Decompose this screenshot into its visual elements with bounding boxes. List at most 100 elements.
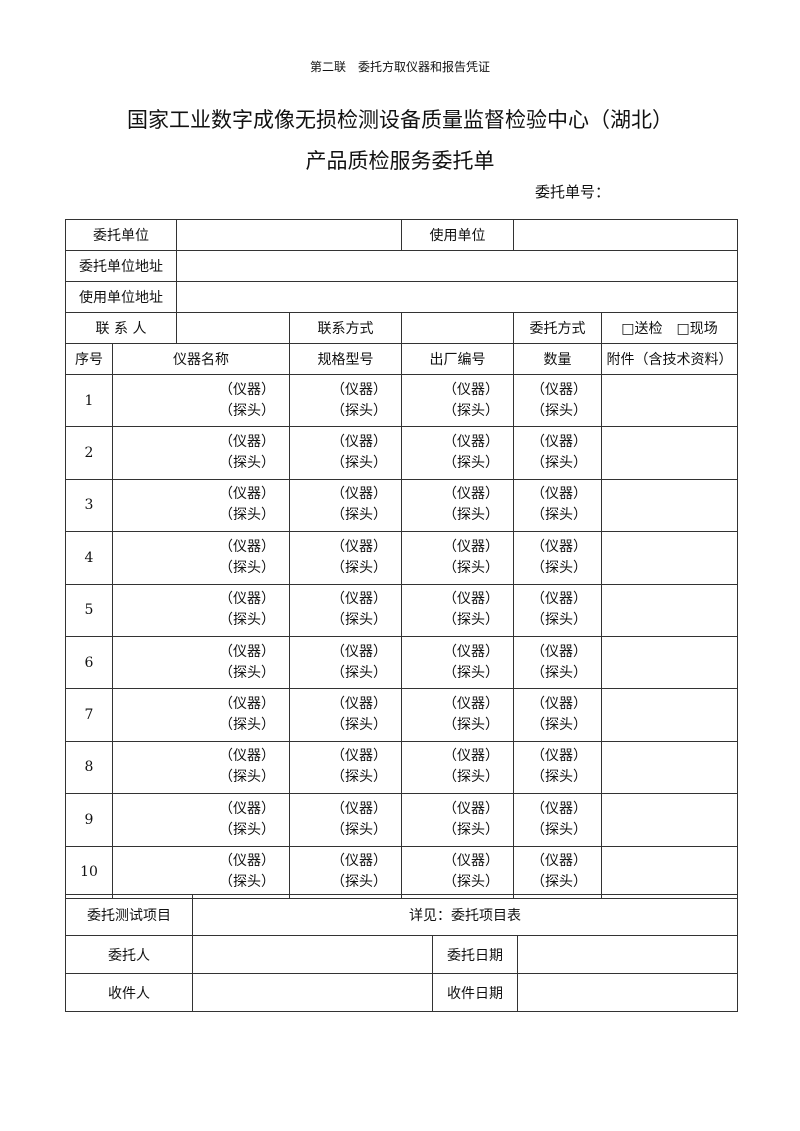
- serial-cell[interactable]: （仪器） （探头）: [401, 845, 514, 899]
- serial-cell[interactable]: （仪器） （探头）: [401, 793, 514, 847]
- spec-cell[interactable]: （仪器） （探头）: [289, 688, 402, 742]
- instrument-label: （仪器）: [219, 696, 275, 713]
- spec-cell[interactable]: （仪器） （探头）: [289, 583, 402, 637]
- probe-label: （探头）: [443, 717, 499, 734]
- spec-cell[interactable]: （仪器） （探头）: [289, 373, 402, 428]
- user-address-field[interactable]: [176, 281, 738, 313]
- commission-mode-checkboxes[interactable]: □送检 □现场: [601, 312, 738, 344]
- instrument-label: （仪器）: [531, 800, 587, 817]
- receive-date-field[interactable]: [516, 973, 739, 1012]
- attachments-cell[interactable]: [601, 583, 738, 637]
- contact-method-label: 联系方式: [289, 312, 402, 344]
- attachments-cell[interactable]: [601, 793, 738, 847]
- user-unit-field[interactable]: [513, 219, 738, 251]
- instrument-label: （仪器）: [219, 800, 275, 817]
- contact-person-field[interactable]: [176, 312, 290, 344]
- quantity-cell[interactable]: （仪器） （探头）: [513, 793, 602, 847]
- instrument-label: （仪器）: [531, 486, 587, 503]
- serial-cell[interactable]: （仪器） （探头）: [401, 478, 514, 533]
- quantity-cell[interactable]: （仪器） （探头）: [513, 373, 602, 428]
- spec-cell[interactable]: （仪器） （探头）: [289, 793, 402, 847]
- row-seq: 1: [65, 373, 113, 428]
- quantity-cell[interactable]: （仪器） （探头）: [513, 426, 602, 480]
- name-cell[interactable]: （仪器） （探头）: [112, 478, 290, 533]
- client-unit-label: 委托单位: [65, 219, 177, 251]
- attachments-cell[interactable]: [601, 688, 738, 742]
- name-cell[interactable]: （仪器） （探头）: [112, 740, 290, 795]
- quantity-cell[interactable]: （仪器） （探头）: [513, 635, 602, 690]
- footer-table: 委托测试项目 详见：委托项目表 委托人 委托日期 收件人 收件日期: [65, 894, 739, 1012]
- spec-cell[interactable]: （仪器） （探头）: [289, 635, 402, 690]
- quantity-cell[interactable]: （仪器） （探头）: [513, 845, 602, 899]
- quantity-cell[interactable]: （仪器） （探头）: [513, 740, 602, 795]
- instrument-label: （仪器）: [219, 853, 275, 870]
- instrument-label: （仪器）: [219, 538, 275, 555]
- test-items-value: 详见：委托项目表: [191, 894, 739, 936]
- name-cell[interactable]: （仪器） （探头）: [112, 426, 290, 480]
- probe-label: （探头）: [443, 612, 499, 629]
- col-header-quantity: 数量: [513, 343, 602, 375]
- attachments-cell[interactable]: [601, 373, 738, 428]
- quantity-cell[interactable]: （仪器） （探头）: [513, 583, 602, 637]
- probe-label: （探头）: [331, 769, 387, 786]
- col-header-spec: 规格型号: [289, 343, 402, 375]
- quantity-cell[interactable]: （仪器） （探头）: [513, 531, 602, 585]
- instrument-label: （仪器）: [219, 748, 275, 765]
- serial-cell[interactable]: （仪器） （探头）: [401, 635, 514, 690]
- contact-person-label: 联 系 人: [65, 312, 177, 344]
- row-seq: 3: [65, 478, 113, 533]
- spec-cell[interactable]: （仪器） （探头）: [289, 740, 402, 795]
- attachments-cell[interactable]: [601, 478, 738, 533]
- serial-cell[interactable]: （仪器） （探头）: [401, 426, 514, 480]
- table-row: 10 （仪器） （探头） （仪器） （探头） （仪器） （探头） （仪器） （探头）: [65, 845, 738, 899]
- name-cell[interactable]: （仪器） （探头）: [112, 688, 290, 742]
- quantity-cell[interactable]: （仪器） （探头）: [513, 478, 602, 533]
- col-header-serial: 出厂编号: [401, 343, 514, 375]
- client-person-label: 委托人: [65, 935, 193, 974]
- name-cell[interactable]: （仪器） （探头）: [112, 635, 290, 690]
- name-cell[interactable]: （仪器） （探头）: [112, 845, 290, 899]
- probe-label: （探头）: [531, 612, 587, 629]
- probe-label: （探头）: [531, 769, 587, 786]
- spec-cell[interactable]: （仪器） （探头）: [289, 531, 402, 585]
- instrument-label: （仪器）: [443, 434, 499, 451]
- spec-cell[interactable]: （仪器） （探头）: [289, 478, 402, 533]
- name-cell[interactable]: （仪器） （探头）: [112, 793, 290, 847]
- serial-cell[interactable]: （仪器） （探头）: [401, 583, 514, 637]
- instrument-label: （仪器）: [331, 381, 387, 398]
- receiver-field[interactable]: [192, 973, 433, 1012]
- spec-cell[interactable]: （仪器） （探头）: [289, 845, 402, 899]
- attachments-cell[interactable]: [601, 740, 738, 795]
- client-date-label: 委托日期: [432, 935, 518, 974]
- probe-label: （探头）: [331, 507, 387, 524]
- probe-label: （探头）: [531, 821, 587, 838]
- col-header-seq: 序号: [65, 343, 113, 375]
- copy-label: 第二联 委托方取仪器和报告凭证: [309, 60, 490, 74]
- probe-label: （探头）: [331, 402, 387, 419]
- attachments-cell[interactable]: [601, 426, 738, 480]
- receive-date-label: 收件日期: [432, 973, 518, 1012]
- serial-cell[interactable]: （仪器） （探头）: [401, 373, 514, 428]
- attachments-cell[interactable]: [601, 635, 738, 690]
- spec-cell[interactable]: （仪器） （探头）: [289, 426, 402, 480]
- serial-cell[interactable]: （仪器） （探头）: [401, 740, 514, 795]
- instrument-label: （仪器）: [331, 748, 387, 765]
- attachments-cell[interactable]: [601, 531, 738, 585]
- instrument-label: （仪器）: [443, 643, 499, 660]
- serial-cell[interactable]: （仪器） （探头）: [401, 531, 514, 585]
- client-date-field[interactable]: [516, 935, 739, 974]
- row-seq: 6: [65, 635, 113, 690]
- serial-cell[interactable]: （仪器） （探头）: [401, 688, 514, 742]
- user-unit-label: 使用单位: [401, 219, 514, 251]
- client-unit-field[interactable]: [176, 219, 402, 251]
- quantity-cell[interactable]: （仪器） （探头）: [513, 688, 602, 742]
- contact-method-field[interactable]: [401, 312, 514, 344]
- client-person-field[interactable]: [192, 935, 433, 974]
- client-address-field[interactable]: [176, 250, 738, 282]
- instrument-label: （仪器）: [219, 643, 275, 660]
- name-cell[interactable]: （仪器） （探头）: [112, 583, 290, 637]
- name-cell[interactable]: （仪器） （探头）: [112, 531, 290, 585]
- attachments-cell[interactable]: [601, 845, 738, 899]
- instrument-label: （仪器）: [531, 853, 587, 870]
- name-cell[interactable]: （仪器） （探头）: [112, 373, 290, 428]
